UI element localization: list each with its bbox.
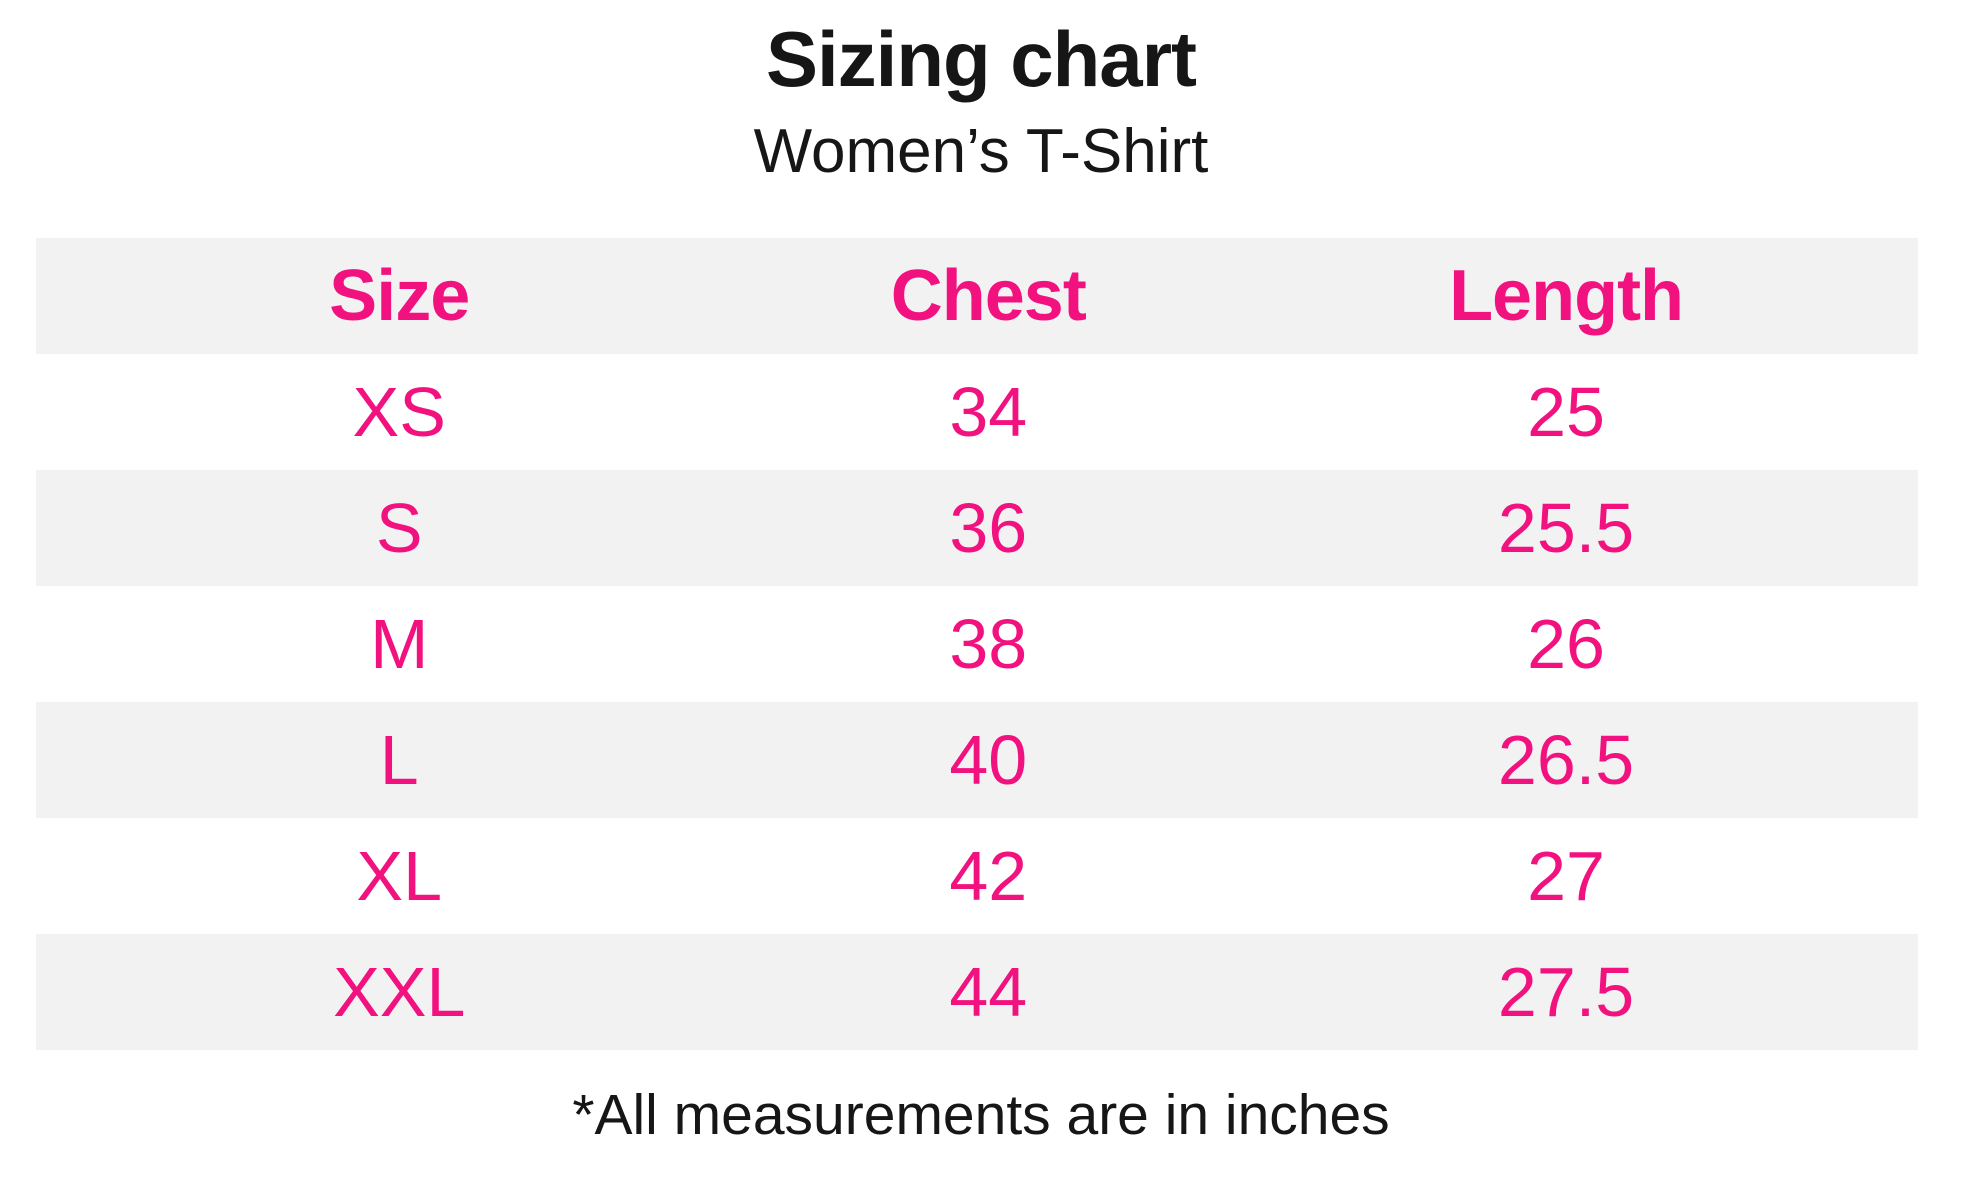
chest-cell: 44 (949, 953, 1028, 1031)
length-cell: 26.5 (1497, 721, 1635, 799)
table-row: XL 42 27 (36, 818, 1918, 934)
chest-cell: 40 (949, 721, 1028, 799)
table-row: M 38 26 (36, 586, 1918, 702)
chest-cell: 38 (949, 605, 1028, 683)
column-header-size: Size (329, 256, 470, 336)
table-row: XXL 44 27.5 (36, 934, 1918, 1050)
table-row: S 36 25.5 (36, 470, 1918, 586)
chest-cell: 36 (949, 489, 1028, 567)
table-row: L 40 26.5 (36, 702, 1918, 818)
size-cell: L (379, 721, 419, 799)
size-cell: XXL (333, 953, 466, 1031)
sizing-table: Size Chest Length XS 34 25 S 36 25.5 M 3… (36, 238, 1918, 1050)
length-cell: 25 (1527, 373, 1605, 451)
chest-cell: 42 (949, 837, 1028, 915)
length-cell: 27 (1527, 837, 1605, 915)
table-row: XS 34 25 (36, 354, 1918, 470)
length-cell: 27.5 (1497, 953, 1635, 1031)
size-cell: XL (356, 837, 443, 915)
page-title: Sizing chart (765, 15, 1197, 103)
length-cell: 26 (1527, 605, 1605, 683)
size-cell: S (375, 489, 423, 567)
chest-cell: 34 (949, 373, 1028, 451)
size-cell: XS (352, 373, 446, 451)
length-cell: 25.5 (1497, 489, 1635, 567)
size-cell: M (370, 605, 429, 683)
column-header-length: Length (1449, 256, 1684, 336)
column-header-chest: Chest (890, 256, 1087, 336)
table-header-row: Size Chest Length (36, 238, 1918, 354)
page-subtitle: Women’s T-Shirt (753, 117, 1209, 186)
measurements-footnote: *All measurements are in inches (572, 1083, 1390, 1147)
